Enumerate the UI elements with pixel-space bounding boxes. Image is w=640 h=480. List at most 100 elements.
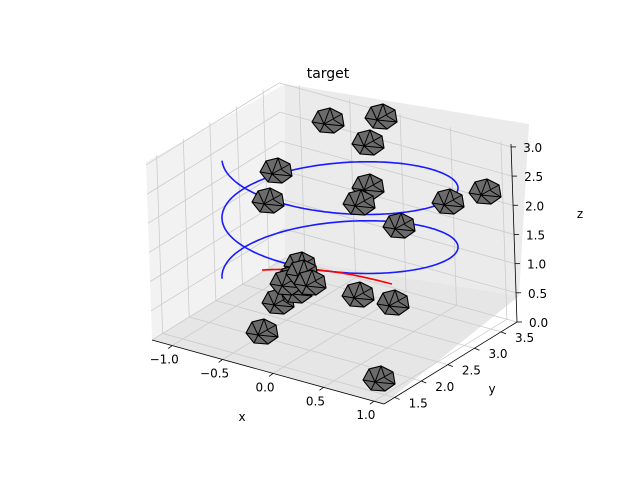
grid-line-z-side xyxy=(146,111,281,195)
marker-facet xyxy=(263,318,269,332)
x-tick-label: −0.5 xyxy=(200,366,229,380)
grid-line-y-side xyxy=(236,106,243,285)
z-tick-label: 2.5 xyxy=(524,170,543,184)
marker-facet xyxy=(390,228,396,238)
y-tick-label: 3.0 xyxy=(488,347,507,361)
marker-facet xyxy=(360,189,366,203)
marker-facet xyxy=(353,287,373,299)
marker-facet xyxy=(369,173,375,187)
y-tick xyxy=(474,347,480,351)
marker-facet xyxy=(439,204,445,214)
marker-facet xyxy=(376,303,390,307)
x-tick-label: 0.0 xyxy=(255,380,274,394)
pane-right xyxy=(285,84,529,296)
y-tick xyxy=(500,331,507,335)
marker-facet xyxy=(291,293,313,297)
y-axis-label: y xyxy=(488,382,495,396)
marker-facet xyxy=(369,129,375,143)
marker-facet xyxy=(305,275,325,287)
marker-facet xyxy=(380,365,386,379)
marker-facet xyxy=(267,330,279,338)
marker-facet xyxy=(394,228,406,239)
marker-facet xyxy=(269,187,275,201)
chart-title: target xyxy=(307,66,350,82)
pane-left xyxy=(146,84,285,340)
marker-facet xyxy=(285,273,299,277)
marker-facet xyxy=(362,379,376,383)
marker-facet xyxy=(443,188,451,206)
marker-facet xyxy=(363,145,385,149)
marker-facet xyxy=(354,205,366,216)
marker-facet xyxy=(363,179,383,191)
marker-facet xyxy=(376,103,384,121)
marker-facet xyxy=(363,293,375,301)
marker-facet xyxy=(374,381,396,385)
marker-facet xyxy=(257,334,269,345)
marker-facet xyxy=(388,305,410,309)
marker-facet xyxy=(257,334,279,338)
marker-facet xyxy=(329,107,335,121)
marker-facet xyxy=(348,192,356,207)
marker-facet xyxy=(281,169,293,177)
marker-glyph xyxy=(311,107,345,134)
marker-facet xyxy=(394,218,414,230)
marker-facet xyxy=(271,173,283,184)
marker-facet xyxy=(363,189,385,193)
marker-facet xyxy=(386,115,398,123)
x-tick xyxy=(268,373,274,377)
grid-line-z-side xyxy=(151,257,286,341)
marker-facet xyxy=(251,321,259,336)
marker-facet xyxy=(263,203,285,207)
grid-line-x-back xyxy=(298,85,306,264)
marker-facet xyxy=(354,189,362,207)
marker-facet xyxy=(269,304,275,314)
grid-line-z-side xyxy=(145,82,280,166)
marker-facet xyxy=(269,283,283,287)
marker-facet xyxy=(265,160,273,175)
marker-facet xyxy=(323,107,331,125)
z-tick-label: 1.0 xyxy=(527,258,546,272)
marker-facet xyxy=(431,202,445,206)
marker-facet xyxy=(305,285,317,296)
marker-facet xyxy=(291,262,299,277)
marker-facet xyxy=(277,285,283,295)
x-tick xyxy=(167,345,173,349)
z-tick-label: 0.5 xyxy=(528,287,547,301)
y-tick xyxy=(447,364,453,368)
marker-facet xyxy=(359,145,365,155)
marker-facet xyxy=(376,119,398,123)
y-tick-label: 1.5 xyxy=(409,396,428,410)
marker-facet xyxy=(315,281,327,289)
marker-facet xyxy=(257,318,265,336)
marker-facet xyxy=(363,135,383,147)
marker-facet xyxy=(357,132,365,147)
marker-glyph xyxy=(293,269,327,296)
x-tick xyxy=(369,400,375,405)
grid-line-x-back xyxy=(450,127,457,306)
grid-line-x-back xyxy=(399,113,407,292)
grid-line-x-floor xyxy=(323,304,457,388)
marker-facet xyxy=(301,285,307,295)
y-tick-label: 2.5 xyxy=(462,364,481,378)
marker-facet xyxy=(323,113,343,125)
marker-facet xyxy=(299,272,307,287)
axes xyxy=(151,143,522,405)
marker-facet xyxy=(273,199,285,207)
z-axis-line xyxy=(510,143,518,323)
marker-facet xyxy=(480,178,488,196)
marker-facet xyxy=(341,295,355,299)
marker-facet xyxy=(388,295,408,307)
marker-facet xyxy=(476,194,482,204)
marker-facet xyxy=(291,293,303,304)
marker-facet xyxy=(398,301,410,309)
z-tick-label: 2.0 xyxy=(525,199,544,213)
grid-line-y-floor xyxy=(162,333,395,398)
marker-facet xyxy=(437,191,445,206)
marker-facet xyxy=(293,283,307,287)
marker-facet xyxy=(253,334,259,344)
marker-facet xyxy=(353,297,375,301)
marker-facet xyxy=(370,381,376,391)
marker-facet xyxy=(263,203,275,214)
marker-facet xyxy=(273,304,285,315)
grid-line-y-side xyxy=(182,139,190,318)
